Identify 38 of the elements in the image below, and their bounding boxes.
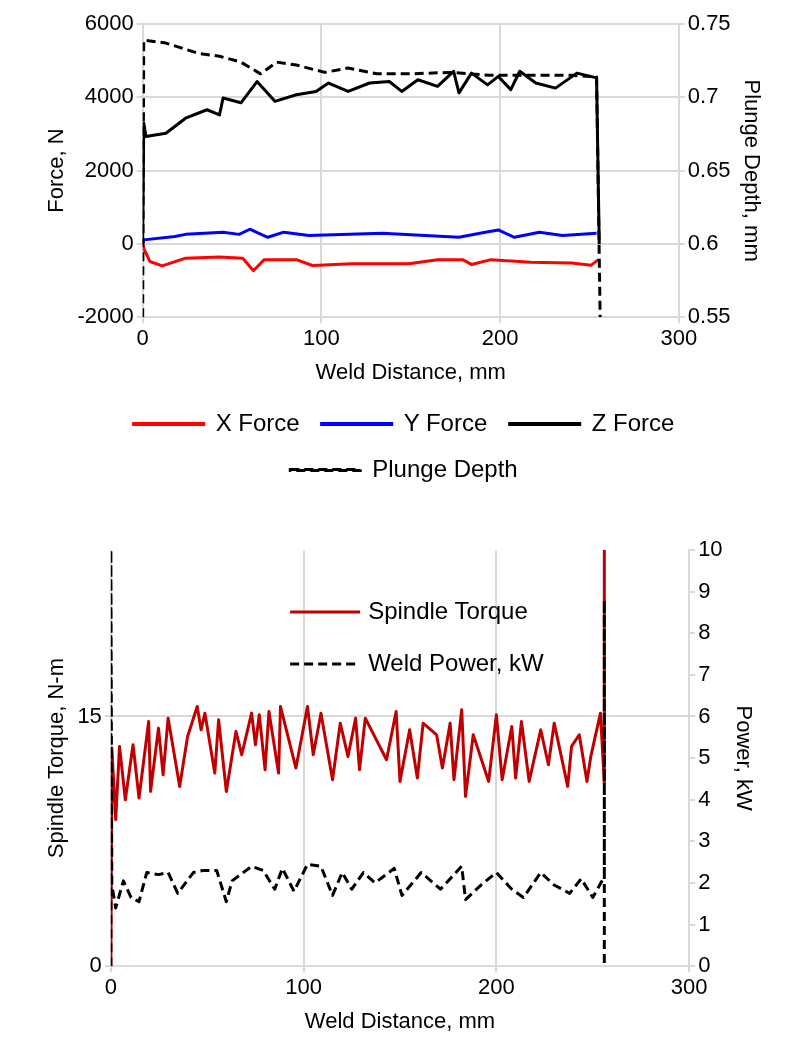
legend-label: Spindle Torque [368,596,528,624]
y2-tick-label: 0.6 [687,229,719,255]
y2-tick-label: 5 [698,744,711,770]
y2-tick-label: 0.65 [687,156,731,182]
y2-tick-label: 7 [698,660,711,686]
legend-label: Plunge Depth [372,454,518,482]
legend-label: X Force [215,408,300,436]
x-tick-label: 100 [303,325,340,351]
y-axis-title: Spindle Torque, N-m [43,658,69,859]
y2-tick-label: 9 [698,577,711,603]
y-axis-title: Force, N [43,128,69,213]
y2-tick-label: 0.7 [687,83,719,109]
legend-label: Z Force [591,408,675,436]
x-tick-label: 100 [285,974,322,1000]
legend-label: Weld Power, kW [368,648,545,676]
y-tick-label: 6000 [84,10,134,36]
y2-tick-label: 1 [698,910,711,936]
line-series [142,38,602,318]
y2-tick-label: 3 [698,827,711,853]
y2-tick-label: 8 [698,619,711,645]
y-tick-label: 2000 [84,156,134,182]
x-axis-title: Weld Distance, mm [315,358,506,384]
y2-tick-label: 6 [698,702,711,728]
legend-label: Y Force [403,408,488,436]
y2-tick-label: 10 [698,536,723,562]
y2-tick-label: 0.75 [687,10,731,36]
y2-tick-label: 2 [698,869,711,895]
y-tick-label: 15 [77,702,102,728]
y2-axis-title: Power, kW [731,705,757,811]
y2-axis-title: Plunge Depth, mm [739,79,765,262]
x-tick-label: 200 [481,325,519,351]
y-tick-label: 4000 [84,83,134,109]
x-axis-title: Weld Distance, mm [304,1007,496,1033]
y2-tick-label: 4 [698,785,711,811]
y-tick-label: 0 [89,952,102,978]
y-tick-label: 0 [121,229,134,255]
y-tick-label: -2000 [77,303,134,329]
x-tick-label: 200 [478,974,515,1000]
